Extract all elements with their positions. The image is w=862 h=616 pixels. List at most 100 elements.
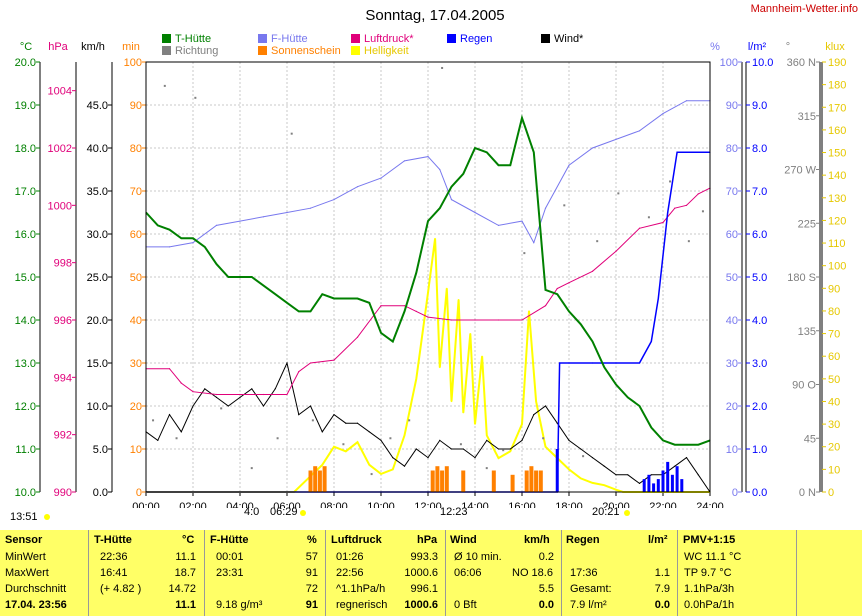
unit-min: min	[122, 41, 140, 53]
direction-point	[370, 473, 373, 476]
time-label: 02:00	[179, 501, 207, 508]
rain-axis-label: 2.0	[752, 401, 767, 413]
legend-f-huette: F-Hütte	[271, 33, 308, 45]
data-point	[333, 297, 335, 300]
data-point	[380, 439, 382, 441]
direction-point	[647, 216, 650, 219]
pct-axis-label: 20	[726, 401, 738, 413]
data-point	[662, 254, 664, 257]
table-cell-p-value: 993.3	[410, 551, 438, 563]
data-point	[450, 400, 453, 403]
data-point	[356, 297, 359, 300]
min-axis-label: 0	[136, 487, 142, 499]
data-point	[544, 405, 547, 407]
data-point	[535, 400, 537, 403]
data-point	[462, 448, 464, 450]
data-point	[638, 362, 641, 364]
table-cell-pmv: 0.0hPa/1h	[684, 599, 735, 611]
data-point	[674, 465, 676, 467]
klux-axis-label: 60	[828, 351, 840, 363]
data-point	[380, 332, 382, 334]
site-link[interactable]: Mannheim-Wetter.info	[751, 3, 858, 15]
sunshine-bar	[529, 466, 534, 492]
sunset-icon	[624, 510, 630, 516]
data-point	[615, 250, 617, 252]
table-cell-r-value: 0.0	[654, 599, 670, 611]
data-point	[474, 423, 476, 425]
dir-axis-label: 270 W	[784, 165, 816, 177]
data-point	[528, 310, 530, 312]
data-point	[180, 382, 182, 384]
pct-axis-label: 80	[726, 143, 738, 155]
unit-rain: l/m²	[748, 41, 767, 53]
data-point	[697, 444, 699, 446]
legend-swatch-t-huette	[162, 34, 171, 43]
rain-axis-label: 6.0	[752, 229, 767, 241]
hpa-axis-label: 1000	[48, 200, 72, 212]
unit-pct: %	[710, 41, 720, 53]
sunshine-bar	[313, 466, 318, 492]
data-point	[568, 468, 570, 470]
table-cell-f-time: 9.18 g/m³	[216, 599, 263, 611]
time-label: 22:00	[649, 501, 677, 508]
data-point	[309, 362, 312, 364]
direction-point	[542, 437, 545, 440]
data-point	[321, 431, 323, 433]
pct-axis-label: 40	[726, 315, 738, 327]
data-point	[662, 439, 664, 441]
table-cell-row-label: 17.04. 23:56	[5, 599, 67, 611]
dir-axis-label: 45	[804, 433, 816, 445]
data-point	[215, 396, 218, 398]
klux-axis-label: 190	[828, 57, 846, 69]
min-axis-label: 10	[130, 444, 142, 456]
direction-point	[194, 96, 197, 99]
pct-axis-label: 90	[726, 100, 738, 112]
data-point	[544, 289, 547, 291]
data-point	[544, 305, 547, 307]
chart-title: Sonntag, 17.04.2005	[365, 7, 504, 24]
weather-chart: Sonntag, 17.04.2005 Mannheim-Wetter.info…	[15, 3, 858, 508]
table-cell-r-value: 1.1	[654, 567, 670, 579]
data-point	[650, 426, 652, 429]
wind-axis-label: 5.0	[93, 444, 108, 456]
data-point	[274, 293, 276, 295]
data-point	[671, 181, 674, 183]
data-point	[533, 414, 535, 416]
data-point	[427, 457, 429, 459]
data-point	[497, 448, 500, 450]
data-point	[403, 465, 406, 467]
data-point	[298, 414, 300, 416]
data-point	[627, 474, 629, 476]
temp-axis-label: 13.0	[15, 358, 36, 370]
legend-t-huette: T-Hütte	[175, 33, 211, 45]
data-point	[474, 319, 476, 321]
table-cell-row-label: Durchschnitt	[5, 583, 67, 595]
data-point	[157, 224, 159, 226]
table-cell-t-time: 16:41	[100, 567, 128, 579]
direction-point	[563, 204, 566, 207]
sunshine-bar	[308, 470, 313, 492]
data-point	[521, 117, 523, 119]
klux-axis-label: 20	[828, 442, 840, 454]
hdr-f: F-Hütte	[210, 534, 249, 546]
data-point	[591, 147, 594, 149]
min-axis-label: 100	[124, 57, 142, 69]
data-point	[662, 113, 664, 115]
direction-point	[582, 455, 585, 458]
table-cell-t-value: 18.7	[174, 567, 196, 579]
klux-axis-label: 30	[828, 419, 840, 431]
legend-regen: Regen	[460, 33, 492, 45]
sunshine-bar	[524, 470, 529, 492]
data-point	[427, 156, 429, 158]
data-point	[309, 310, 312, 312]
temp-axis-label: 17.0	[15, 186, 36, 198]
data-point	[591, 482, 594, 484]
data-point	[380, 305, 382, 307]
data-point	[356, 422, 359, 424]
min-axis-label: 30	[130, 358, 142, 370]
table-cell-row-label: MaxWert	[5, 567, 49, 579]
data-point	[497, 224, 500, 226]
data-point	[356, 186, 359, 188]
direction-point	[311, 419, 314, 422]
table-cell-f-time: 23:31	[216, 567, 244, 579]
